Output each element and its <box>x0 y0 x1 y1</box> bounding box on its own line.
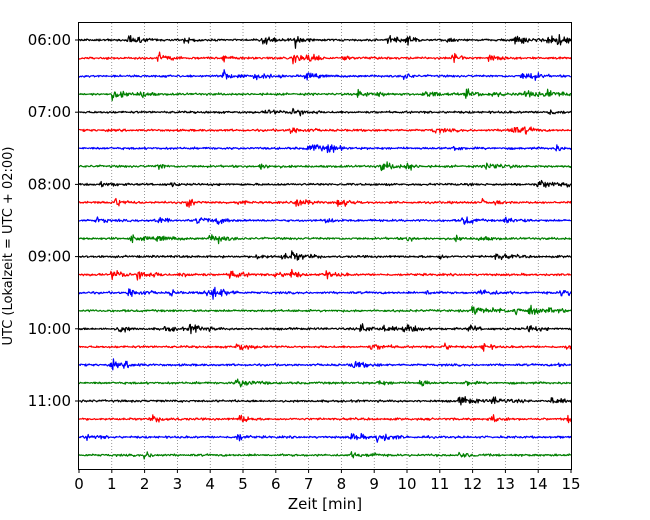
x-tick-label: 0 <box>74 475 84 493</box>
trace-row <box>78 234 572 245</box>
y-tick-label: 09:00 <box>28 248 71 266</box>
trace-row <box>78 69 572 81</box>
plot-frame <box>78 22 572 470</box>
y-axis-ticks: 06:00 07:00 08:00 09:00 10:00 11:00 <box>28 31 79 410</box>
x-tick-label: 6 <box>271 475 281 493</box>
trace-row <box>78 216 572 225</box>
trace-row <box>78 414 572 424</box>
x-tick-label: 3 <box>173 475 183 493</box>
trace-row <box>78 33 572 49</box>
trace-row <box>78 342 572 352</box>
trace-row <box>78 88 572 102</box>
trace-row <box>78 126 572 135</box>
trace-row <box>78 378 572 388</box>
x-tick-label: 9 <box>369 475 379 493</box>
trace-row <box>78 197 572 208</box>
trace-row <box>78 268 572 281</box>
x-tick-label: 15 <box>561 475 580 493</box>
y-tick-label: 08:00 <box>28 175 71 193</box>
trace-row <box>78 451 572 460</box>
x-tick-label: 4 <box>205 475 215 493</box>
trace-row <box>78 304 572 316</box>
y-tick-label: 11:00 <box>28 392 71 410</box>
trace-row <box>78 179 572 188</box>
trace-row <box>78 107 572 117</box>
y-tick-label: 06:00 <box>28 31 71 49</box>
x-axis-title: Zeit [min] <box>288 495 362 513</box>
y-tick-label: 07:00 <box>28 103 71 121</box>
x-tick-label: 5 <box>238 475 248 493</box>
trace-row <box>78 286 572 300</box>
trace-row <box>78 250 572 261</box>
x-tick-label: 11 <box>430 475 449 493</box>
y-tick-label: 10:00 <box>28 320 71 338</box>
x-tick-label: 8 <box>337 475 347 493</box>
x-tick-label: 12 <box>463 475 482 493</box>
trace-row <box>78 358 572 371</box>
trace-row <box>78 396 572 406</box>
trace-row <box>78 144 572 154</box>
trace-row <box>78 323 572 335</box>
grid-lines <box>111 23 539 469</box>
x-tick-label: 14 <box>529 475 548 493</box>
x-tick-label: 10 <box>397 475 416 493</box>
x-tick-label: 13 <box>496 475 515 493</box>
x-tick-label: 2 <box>140 475 150 493</box>
x-axis-ticks: 0 1 2 3 4 5 6 7 8 9 10 11 12 13 14 15 <box>74 469 581 493</box>
trace-row <box>78 432 572 443</box>
x-tick-label: 1 <box>107 475 117 493</box>
trace-row <box>78 161 572 172</box>
x-tick-label: 7 <box>304 475 314 493</box>
trace-row <box>78 51 572 65</box>
seismic-traces <box>78 33 572 460</box>
y-axis-title: UTC (Lokalzeit = UTC + 02:00) <box>1 147 16 346</box>
